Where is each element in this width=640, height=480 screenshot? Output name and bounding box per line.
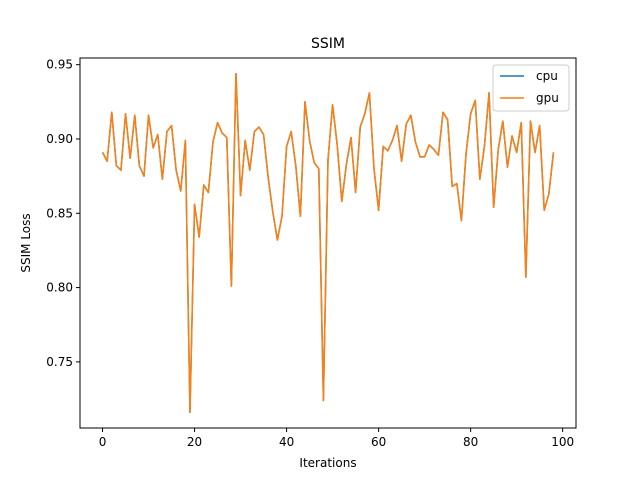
y-axis-label: SSIM Loss xyxy=(19,213,33,272)
y-tick-label: 0.95 xyxy=(46,58,73,72)
x-tick-label: 40 xyxy=(279,435,294,449)
x-axis-label: Iterations xyxy=(299,456,356,470)
x-tick-label: 60 xyxy=(371,435,386,449)
y-axis-ticks: 0.75 0.80 0.85 0.90 0.95 xyxy=(46,58,80,369)
x-tick-label: 20 xyxy=(187,435,202,449)
x-tick-label: 80 xyxy=(463,435,478,449)
legend-label-cpu: cpu xyxy=(536,69,558,83)
y-tick-label: 0.90 xyxy=(46,132,73,146)
y-tick-label: 0.80 xyxy=(46,281,73,295)
plot-lines xyxy=(101,72,555,414)
legend-label-gpu: gpu xyxy=(536,91,559,105)
axes-frame xyxy=(79,57,577,429)
legend: cpu gpu xyxy=(492,64,570,112)
x-axis-ticks: 0 20 40 60 80 100 xyxy=(99,428,574,449)
chart-title: SSIM xyxy=(311,36,345,52)
y-tick-label: 0.85 xyxy=(46,206,73,220)
y-tick-label: 0.75 xyxy=(46,355,73,369)
x-tick-label: 100 xyxy=(551,435,574,449)
x-tick-label: 0 xyxy=(99,435,107,449)
series-line-gpu xyxy=(101,72,555,414)
